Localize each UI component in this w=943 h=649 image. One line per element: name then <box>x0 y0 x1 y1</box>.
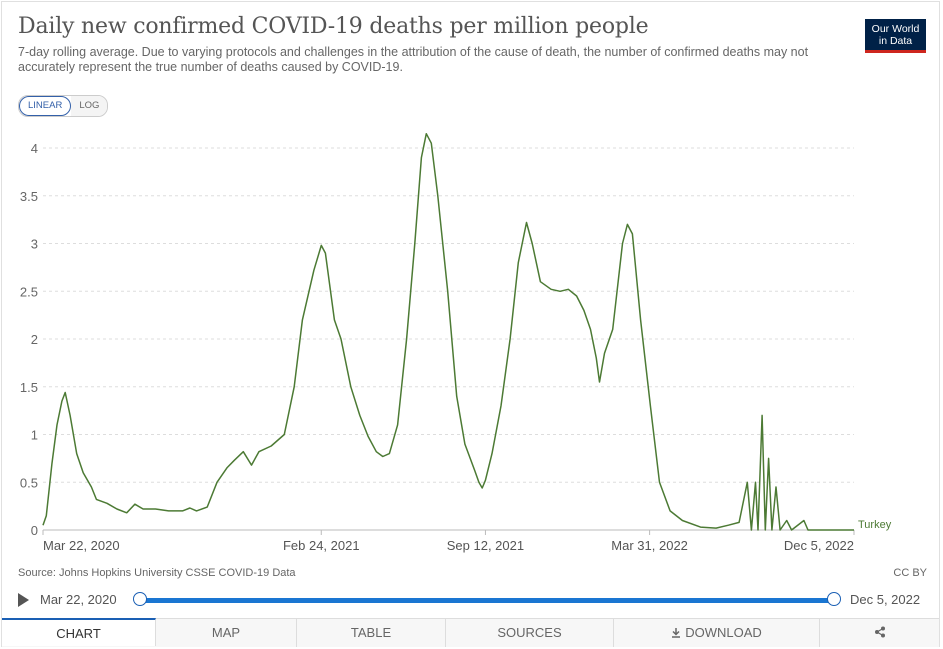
y-tick-label: 2 <box>31 332 38 347</box>
y-tick-label: 0.5 <box>20 475 38 490</box>
log-scale-button[interactable]: LOG <box>71 96 108 116</box>
chart-title: Daily new confirmed COVID-19 deaths per … <box>18 14 649 39</box>
y-tick-label: 4 <box>31 141 38 156</box>
timeline-end-label: Dec 5, 2022 <box>850 592 921 607</box>
series-label-turkey: Turkey <box>858 519 892 531</box>
tab-share[interactable] <box>820 619 939 647</box>
timeline-end-handle[interactable] <box>827 592 841 606</box>
share-icon <box>874 626 885 638</box>
play-icon[interactable] <box>18 593 29 607</box>
tab-map[interactable]: MAP <box>156 619 297 647</box>
logo-line1: Our World <box>871 23 920 35</box>
timeline: Mar 22, 2020 Dec 5, 2022 <box>18 590 928 610</box>
tab-download[interactable]: DOWNLOAD <box>614 619 820 647</box>
download-icon <box>672 628 681 638</box>
timeline-track[interactable] <box>140 598 834 603</box>
x-tick-label: Sep 12, 2021 <box>447 538 524 553</box>
y-tick-label: 0 <box>31 523 38 538</box>
y-tick-label: 1 <box>31 428 38 443</box>
linear-scale-button[interactable]: LINEAR <box>19 96 72 116</box>
tab-sources[interactable]: SOURCES <box>446 619 614 647</box>
y-tick-label: 3.5 <box>20 189 38 204</box>
y-tick-label: 1.5 <box>20 380 38 395</box>
y-tick-label: 2.5 <box>20 284 38 299</box>
x-tick-label: Mar 31, 2022 <box>611 538 688 553</box>
license-link[interactable]: CC BY <box>893 567 927 579</box>
x-tick-label: Feb 24, 2021 <box>283 538 360 553</box>
series-line-turkey <box>42 132 854 531</box>
y-tick-label: 3 <box>31 237 38 252</box>
scale-toggle[interactable]: LINEAR LOG <box>18 95 109 117</box>
tab-bar: CHART MAP TABLE SOURCES DOWNLOAD <box>2 618 939 647</box>
source-note: Source: Johns Hopkins University CSSE CO… <box>18 567 296 579</box>
chart-subtitle: 7-day rolling average. Due to varying pr… <box>18 45 809 74</box>
timeline-start-handle[interactable] <box>133 592 147 606</box>
x-tick-label: Mar 22, 2020 <box>43 538 120 553</box>
tab-chart[interactable]: CHART <box>2 618 156 646</box>
line-chart: 0 0.5 1 1.5 2 2.5 3 3.5 4 Mar 22, 2020 Feb 24, 20… <box>20 132 892 553</box>
logo-line2: in Data <box>878 35 913 47</box>
tab-table[interactable]: TABLE <box>297 619 446 647</box>
download-label: DOWNLOAD <box>685 625 762 640</box>
timeline-start-label: Mar 22, 2020 <box>40 592 117 607</box>
owid-logo[interactable]: Our World in Data <box>865 19 926 53</box>
x-tick-label: Dec 5, 2022 <box>784 538 854 553</box>
